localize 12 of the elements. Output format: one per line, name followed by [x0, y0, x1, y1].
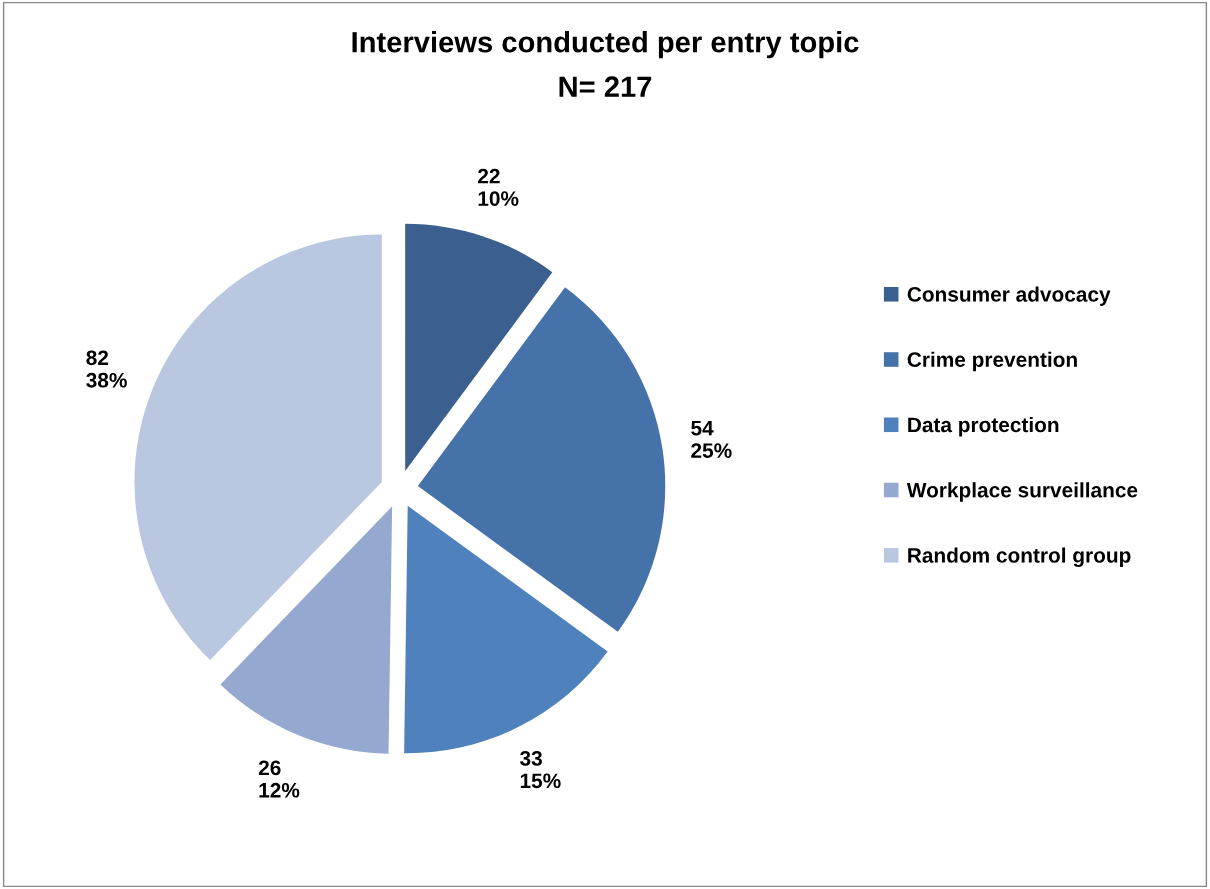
- legend-label: Data protection: [908, 416, 1059, 437]
- data-label: 22 10%: [478, 168, 519, 206]
- data-label: 54 25%: [691, 420, 732, 458]
- data-label: 33 15%: [520, 750, 561, 789]
- data-label: 26 12%: [258, 760, 300, 798]
- chart-title: Interviews conducted per entry topic: [352, 31, 859, 59]
- chart-subtitle: N= 217: [559, 76, 652, 97]
- legend-label: Random control group: [908, 547, 1131, 567]
- legend-label: Workplace surveillance: [906, 482, 1138, 502]
- data-label: 82 38%: [86, 350, 127, 388]
- legend-label: Consumer advocacy: [907, 286, 1111, 306]
- legend-label: Crime prevention: [907, 351, 1077, 372]
